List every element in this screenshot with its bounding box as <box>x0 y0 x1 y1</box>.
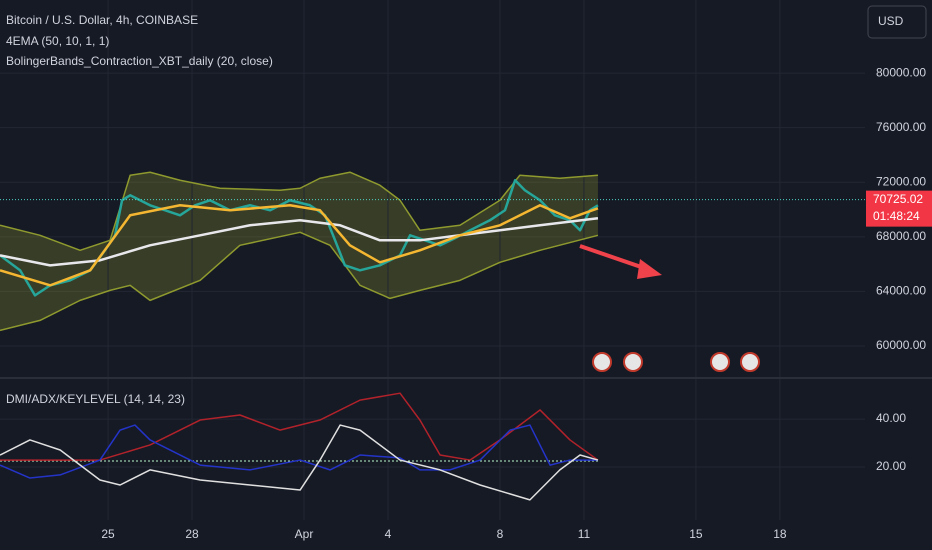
indicator-legend: DMI/ADX/KEYLEVEL (14, 14, 23) <box>6 392 185 406</box>
series-line <box>0 204 599 287</box>
y-tick-label: 20.00 <box>876 459 906 473</box>
series-line <box>0 231 599 332</box>
series-line <box>0 392 599 461</box>
series-line <box>0 424 599 501</box>
arrow-head <box>637 259 662 279</box>
last-price-label: 70725.02 <box>873 192 923 206</box>
y-tick-label: 64000.00 <box>876 284 926 298</box>
x-tick-label: 25 <box>101 527 115 541</box>
x-tick-label: 4 <box>385 527 392 541</box>
x-tick-label: 8 <box>497 527 504 541</box>
event-icon[interactable] <box>623 352 643 372</box>
event-icons <box>592 352 760 372</box>
y-tick-label: 80000.00 <box>876 65 926 79</box>
series-line <box>0 424 598 479</box>
countdown-label: 01:48:24 <box>873 209 920 223</box>
indicator-legend: BolingerBands_Contraction_XBT_daily (20,… <box>6 54 273 68</box>
indicator-legend: 4EMA (50, 10, 1, 1) <box>6 34 109 48</box>
series-line <box>0 217 599 267</box>
y-tick-label: 40.00 <box>876 411 906 425</box>
x-tick-label: 28 <box>185 527 199 541</box>
symbol-title: Bitcoin / U.S. Dollar, 4h, COINBASE <box>6 13 198 27</box>
currency-button[interactable] <box>867 5 927 39</box>
x-tick-label: 15 <box>689 527 703 541</box>
x-tick-label: Apr <box>295 527 314 541</box>
currency-label[interactable]: USD <box>878 14 904 28</box>
x-tick-label: 18 <box>773 527 787 541</box>
series-line <box>0 171 599 252</box>
last-price-box <box>866 190 932 227</box>
event-icon[interactable] <box>710 352 730 372</box>
arrow <box>579 244 651 272</box>
y-tick-label: 76000.00 <box>876 120 926 134</box>
y-tick-label: 68000.00 <box>876 229 926 243</box>
event-icon[interactable] <box>592 352 612 372</box>
x-tick-label: 11 <box>578 527 591 541</box>
event-icon[interactable] <box>740 352 760 372</box>
y-tick-label: 72000.00 <box>876 174 926 188</box>
y-tick-label: 60000.00 <box>876 338 926 352</box>
